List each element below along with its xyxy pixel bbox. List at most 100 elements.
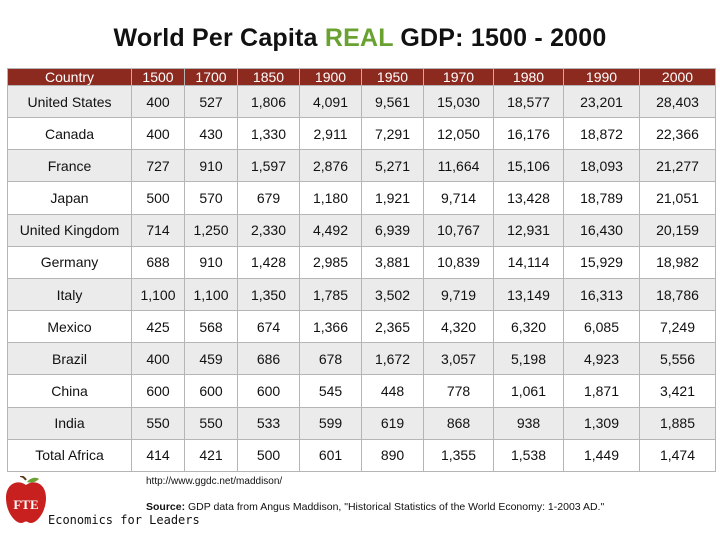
gdp-value-cell: 18,093 <box>563 149 640 183</box>
title-suffix: GDP: 1500 - 2000 <box>400 24 607 52</box>
gdp-value-cell: 778 <box>423 374 494 408</box>
column-header-1950: 1950 <box>361 68 424 86</box>
gdp-value-cell: 1,806 <box>237 84 300 119</box>
table-row: Germany 688 910 1,428 2,985 3,881 10,839 14,114… <box>7 245 716 279</box>
table-row: Mexico 425 568 674 1,366 2,365 4,320 6,320 6,085… <box>7 310 716 344</box>
country-cell: Germany <box>7 245 132 279</box>
country-cell: Japan <box>7 181 132 215</box>
gdp-value-cell: 1,428 <box>237 245 300 279</box>
gdp-value-cell: 15,030 <box>423 84 494 119</box>
gdp-value-cell: 9,561 <box>361 84 424 119</box>
gdp-value-cell: 459 <box>184 342 238 376</box>
table-body: United States 400 527 1,806 4,091 9,561 15,030… <box>7 84 716 473</box>
gdp-value-cell: 4,320 <box>423 310 494 344</box>
gdp-value-cell: 601 <box>299 438 362 473</box>
gdp-value-cell: 1,885 <box>639 406 716 440</box>
gdp-value-cell: 5,556 <box>639 342 716 376</box>
gdp-value-cell: 3,881 <box>361 245 424 279</box>
gdp-value-cell: 13,149 <box>493 277 564 312</box>
gdp-value-cell: 550 <box>131 406 185 440</box>
gdp-value-cell: 7,291 <box>361 117 424 151</box>
gdp-value-cell: 15,106 <box>493 149 564 183</box>
gdp-value-cell: 688 <box>131 245 185 279</box>
table-row: Canada 400 430 1,330 2,911 7,291 12,050 16,176 1… <box>7 117 716 151</box>
logo-tagline: Economics for Leaders <box>48 513 200 527</box>
gdp-value-cell: 545 <box>299 374 362 408</box>
gdp-value-cell: 28,403 <box>639 84 716 119</box>
gdp-value-cell: 4,923 <box>563 342 640 376</box>
gdp-value-cell: 500 <box>131 181 185 215</box>
gdp-value-cell: 890 <box>361 438 424 473</box>
country-cell: United Kingdom <box>7 213 132 247</box>
gdp-value-cell: 12,050 <box>423 117 494 151</box>
gdp-value-cell: 1,366 <box>299 310 362 344</box>
gdp-value-cell: 2,985 <box>299 245 362 279</box>
gdp-value-cell: 16,176 <box>493 117 564 151</box>
country-cell: Italy <box>7 277 132 312</box>
gdp-table: Country 1500 1700 1850 1900 1950 1970 1980 1990 2… <box>7 68 716 473</box>
title-prefix: World Per Capita <box>113 24 318 52</box>
gdp-value-cell: 9,719 <box>423 277 494 312</box>
gdp-value-cell: 13,428 <box>493 181 564 215</box>
gdp-value-cell: 21,051 <box>639 181 716 215</box>
gdp-value-cell: 18,577 <box>493 84 564 119</box>
table-row: Italy 1,100 1,100 1,350 1,785 3,502 9,719 13,14… <box>7 277 716 312</box>
gdp-value-cell: 714 <box>131 213 185 247</box>
gdp-value-cell: 1,309 <box>563 406 640 440</box>
table-row: United Kingdom 714 1,250 2,330 4,492 6,939 10,… <box>7 213 716 247</box>
column-header-country: Country <box>7 68 132 86</box>
gdp-value-cell: 674 <box>237 310 300 344</box>
gdp-value-cell: 1,350 <box>237 277 300 312</box>
source-text: GDP data from Angus Maddison, "Historica… <box>188 501 605 513</box>
gdp-value-cell: 421 <box>184 438 238 473</box>
gdp-value-cell: 2,330 <box>237 213 300 247</box>
source-url: http://www.ggdc.net/maddison/ <box>146 476 283 487</box>
country-cell: Mexico <box>7 310 132 344</box>
gdp-value-cell: 3,421 <box>639 374 716 408</box>
country-cell: Canada <box>7 117 132 151</box>
gdp-value-cell: 21,277 <box>639 149 716 183</box>
table-row: France 727 910 1,597 2,876 5,271 11,664 15,106 1… <box>7 149 716 183</box>
gdp-value-cell: 6,939 <box>361 213 424 247</box>
gdp-value-cell: 1,474 <box>639 438 716 473</box>
table-row: Japan 500 570 679 1,180 1,921 9,714 13,428 18,78… <box>7 181 716 215</box>
table-header-row: Country 1500 1700 1850 1900 1950 1970 1980 1990 2… <box>7 68 716 86</box>
gdp-value-cell: 1,180 <box>299 181 362 215</box>
gdp-value-cell: 11,664 <box>423 149 494 183</box>
gdp-value-cell: 5,271 <box>361 149 424 183</box>
source-label: Source: <box>146 501 186 513</box>
gdp-value-cell: 568 <box>184 310 238 344</box>
gdp-value-cell: 2,911 <box>299 117 362 151</box>
gdp-value-cell: 600 <box>131 374 185 408</box>
gdp-value-cell: 1,871 <box>563 374 640 408</box>
gdp-value-cell: 414 <box>131 438 185 473</box>
gdp-value-cell: 10,767 <box>423 213 494 247</box>
gdp-value-cell: 400 <box>131 84 185 119</box>
gdp-value-cell: 527 <box>184 84 238 119</box>
gdp-value-cell: 12,931 <box>493 213 564 247</box>
gdp-value-cell: 18,982 <box>639 245 716 279</box>
column-header-1980: 1980 <box>493 68 564 86</box>
gdp-value-cell: 868 <box>423 406 494 440</box>
gdp-value-cell: 727 <box>131 149 185 183</box>
gdp-value-cell: 18,789 <box>563 181 640 215</box>
gdp-value-cell: 1,449 <box>563 438 640 473</box>
gdp-value-cell: 1,061 <box>493 374 564 408</box>
gdp-value-cell: 9,714 <box>423 181 494 215</box>
gdp-value-cell: 4,492 <box>299 213 362 247</box>
gdp-value-cell: 570 <box>184 181 238 215</box>
gdp-value-cell: 2,876 <box>299 149 362 183</box>
title-highlight: REAL <box>324 24 394 52</box>
country-cell: India <box>7 406 132 440</box>
column-header-1990: 1990 <box>563 68 640 86</box>
gdp-value-cell: 1,538 <box>493 438 564 473</box>
gdp-value-cell: 1,597 <box>237 149 300 183</box>
gdp-value-cell: 910 <box>184 149 238 183</box>
gdp-value-cell: 1,330 <box>237 117 300 151</box>
gdp-value-cell: 938 <box>493 406 564 440</box>
gdp-value-cell: 4,091 <box>299 84 362 119</box>
gdp-value-cell: 500 <box>237 438 300 473</box>
country-cell: France <box>7 149 132 183</box>
gdp-value-cell: 10,839 <box>423 245 494 279</box>
gdp-value-cell: 6,085 <box>563 310 640 344</box>
